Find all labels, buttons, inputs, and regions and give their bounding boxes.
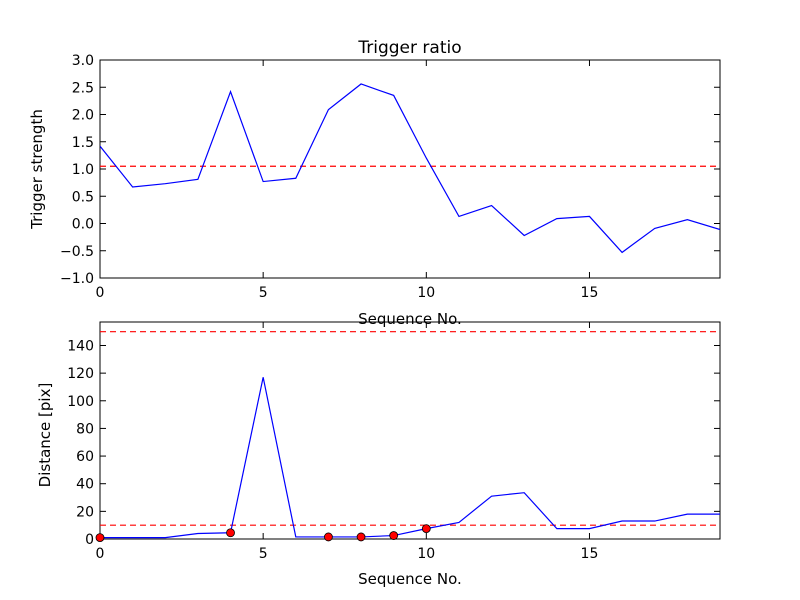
distance-axes-frame — [99, 321, 721, 540]
trigger-ratio-series-line — [100, 83, 720, 254]
trigger-ratio-xtick-label: 5 — [259, 285, 268, 301]
trigger-ratio-ytick-label: 2.0 — [72, 108, 94, 124]
distance-ytick-label: 80 — [76, 421, 94, 437]
distance-marker-point — [356, 532, 366, 542]
trigger-ratio-ytick-label: 2.5 — [72, 80, 94, 96]
trigger-ratio-title: Trigger ratio — [357, 38, 461, 58]
distance-marker-point — [324, 532, 333, 542]
trigger-ratio-ytick-label: −1.0 — [60, 271, 94, 287]
distance-xtick-label: 0 — [96, 546, 105, 562]
distance-marker-point — [389, 531, 399, 540]
distance-ytick-label: 100 — [67, 394, 94, 410]
trigger-ratio-ytick-label: −0.5 — [60, 244, 94, 260]
trigger-ratio-panel: Trigger ratio Sequence No. Trigger stren… — [28, 38, 721, 328]
trigger-ratio-xtick-label: 0 — [96, 285, 105, 301]
trigger-ratio-ytick-label: 0.0 — [72, 217, 94, 233]
trigger-ratio-xtick-label: 10 — [417, 285, 435, 301]
distance-marker-point — [226, 528, 235, 538]
distance-xtick-label: 15 — [581, 546, 599, 562]
trigger-ratio-ylabel: Trigger strength — [28, 109, 46, 230]
distance-ytick-label: 20 — [76, 504, 94, 520]
trigger-ratio-xlabel: Sequence No. — [358, 310, 462, 328]
distance-ytick-label: 140 — [67, 338, 94, 354]
distance-series-line — [100, 377, 720, 539]
trigger-ratio-ytick-label: 3.0 — [72, 53, 94, 69]
trigger-ratio-ytick-label: 1.0 — [72, 162, 94, 178]
distance-xlabel: Sequence No. — [358, 570, 462, 588]
trigger-ratio-ytick-label: 1.5 — [72, 135, 94, 151]
distance-xtick-label: 10 — [417, 546, 435, 562]
distance-panel: Sequence No. Distance [pix] 0 5 10 15 0 20 40 6… — [36, 321, 721, 588]
distance-ytick-label: 0 — [85, 532, 94, 548]
distance-marker-point — [421, 524, 431, 534]
distance-xtick-label: 5 — [259, 546, 268, 562]
distance-marker-point — [95, 533, 105, 543]
distance-ytick-label: 120 — [67, 366, 94, 382]
distance-ylabel: Distance [pix] — [36, 383, 54, 488]
distance-ytick-label: 40 — [76, 477, 94, 493]
trigger-ratio-ytick-label: 0.5 — [72, 189, 94, 205]
distance-ytick-label: 60 — [76, 449, 94, 465]
trigger-ratio-xtick-label: 15 — [581, 285, 599, 301]
